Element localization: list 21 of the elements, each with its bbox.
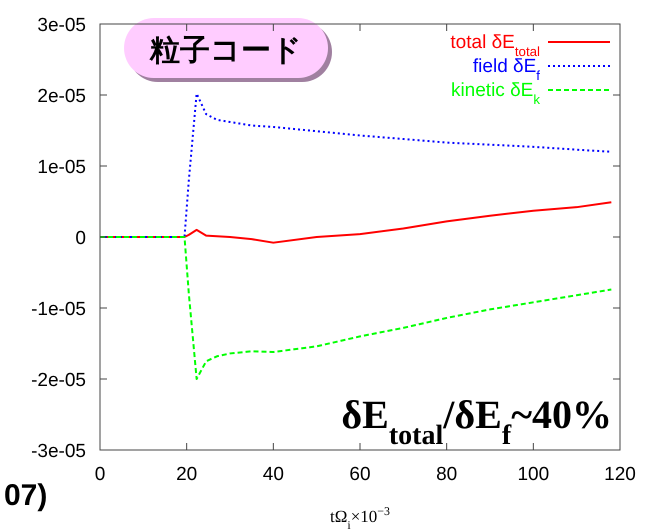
annotation: 粒子コード xyxy=(149,34,302,67)
annotation: δE$_{total}$/δE$_{f}$~40% xyxy=(341,392,612,450)
y-tick-label: 1e-05 xyxy=(37,157,86,178)
x-tick-label: 60 xyxy=(349,464,371,485)
x-tick-label: 120 xyxy=(604,464,636,485)
x-tick-label: 40 xyxy=(262,464,284,485)
legend-label: total δE$_{total}$ xyxy=(450,32,540,58)
x-axis-title: tΩ$_{i}$×10$^{−3}$ xyxy=(330,504,390,531)
legend-label: kinetic δE$_{k}$ xyxy=(450,80,540,106)
y-tick-label: -1e-05 xyxy=(31,299,86,320)
y-tick-label: -3e-05 xyxy=(31,441,86,462)
x-tick-label: 80 xyxy=(436,464,458,485)
y-tick-label: 2e-05 xyxy=(37,86,86,107)
text: 07) xyxy=(4,479,48,512)
legend-label: field δE$_{f}$ xyxy=(472,56,540,82)
y-tick-label: -2e-05 xyxy=(31,370,86,391)
x-tick-label: 0 xyxy=(94,464,106,485)
y-tick-label: 3e-05 xyxy=(37,15,86,36)
x-tick-label: 20 xyxy=(176,464,198,485)
y-tick-label: 0 xyxy=(75,228,86,249)
x-tick-label: 100 xyxy=(517,464,550,485)
